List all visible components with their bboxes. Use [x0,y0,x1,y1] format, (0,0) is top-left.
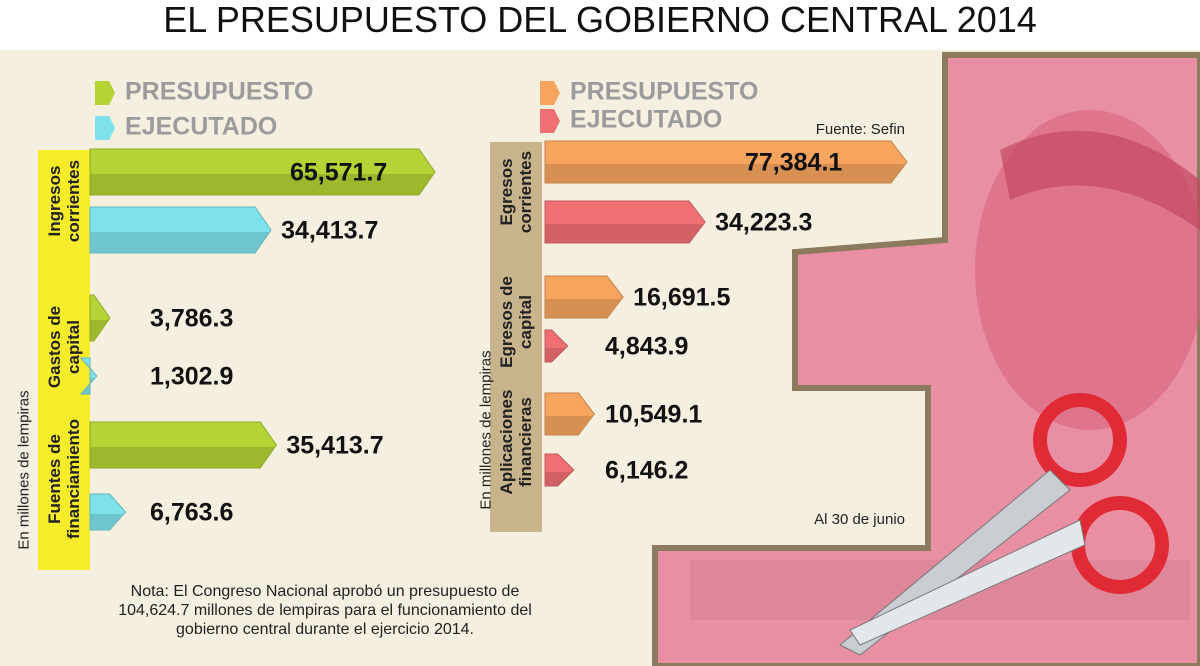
value-label: 34,413.7 [281,217,378,245]
bar-shade [90,174,434,195]
scissors-handle [1033,393,1127,487]
category-label: Fuentes de financiamiento [45,418,83,539]
source: Fuente: Sefin [816,121,905,138]
value-label: 6,763.6 [150,499,233,527]
category-label: Aplicaciones financieras [497,389,535,495]
axis-label: En millones de lempiras [477,350,495,510]
value-label: 16,691.5 [633,284,730,312]
title: EL PRESUPUESTO DEL GOBIERNO CENTRAL 2014 [163,0,1037,40]
bar-shade [90,232,270,253]
legend-label: EJECUTADO [570,106,722,134]
bar-shade [90,514,124,530]
legend-swatch [540,109,560,133]
scissors-blade [849,519,1086,646]
value-label: 1,302.9 [150,363,233,391]
legend-swatch [95,116,115,140]
bar-shade [90,447,275,468]
category-label: Gastos de capital [45,305,83,389]
annotation: Al 30 de junio [814,511,905,528]
category-strip [38,150,90,570]
category-label: Egresos de capital [497,275,535,368]
value-label: 65,571.7 [290,159,387,187]
value-label: 4,843.9 [605,333,688,361]
legend-swatch [95,81,115,105]
value-label: 35,413.7 [286,432,383,460]
banknote-edge [652,52,1200,666]
legend-label: PRESUPUESTO [570,78,758,106]
bar-shade [545,299,622,318]
value-label: 34,223.3 [715,209,812,237]
value-label: 6,146.2 [605,457,688,485]
bar-shade [80,378,96,394]
category-strip [490,142,542,532]
axis-label: En millones de lempiras [15,390,33,550]
legend-label: EJECUTADO [125,113,277,141]
value-label: 77,384.1 [745,149,842,177]
legend-swatch [540,81,560,105]
value-label: 3,786.3 [150,305,233,333]
category-label: Ingresos corrientes [45,159,83,243]
value-label: 10,549.1 [605,401,702,429]
headband [1000,130,1200,230]
note: Nota: El Congreso Nacional aprobó un pre… [118,583,532,638]
bar-shade [545,472,573,486]
bar-shade [545,348,567,362]
legend-label: PRESUPUESTO [125,78,313,106]
bar-shade [545,416,593,435]
bar-shade [545,164,906,183]
bar-shade [545,224,704,243]
bar-shade [90,320,109,341]
category-label: Egresos corrientes [497,150,535,234]
